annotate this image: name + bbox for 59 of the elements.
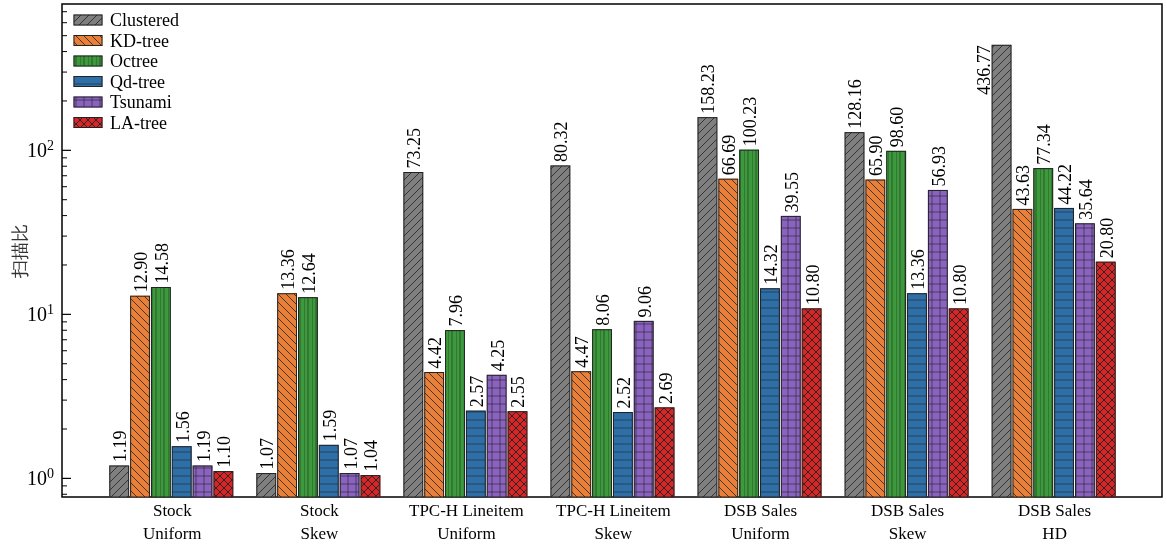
data-label: 20.80 <box>1096 217 1117 259</box>
data-label: 2.57 <box>466 375 487 408</box>
x-tick-label: DSB Sales Skew <box>870 501 945 543</box>
data-label: 158.23 <box>698 64 719 114</box>
data-label: 56.93 <box>928 145 949 187</box>
data-label: 13.36 <box>908 249 928 290</box>
data-label: 1.56 <box>172 411 193 443</box>
data-label: 1.07 <box>340 438 361 470</box>
data-label: 2.69 <box>655 372 676 404</box>
data-label: 10.80 <box>802 264 823 305</box>
data-label: 73.25 <box>404 128 425 169</box>
data-label: 1.19 <box>110 430 131 462</box>
y-axis-title: 扫描比 <box>10 223 30 279</box>
data-label: 13.36 <box>278 249 299 290</box>
data-label: 65.90 <box>866 135 887 177</box>
data-label: 12.90 <box>131 251 152 293</box>
data-label: 35.64 <box>1075 179 1096 220</box>
x-tick-label: DSB Sales HD <box>1018 501 1092 543</box>
y-tick-label: 10$^{2}$ <box>27 137 54 162</box>
legend-label: Clustered <box>110 10 179 30</box>
legend-label: Qd-tree <box>110 71 165 92</box>
data-label: 44.22 <box>1055 163 1076 205</box>
data-label: 1.04 <box>361 440 382 472</box>
legend-label: Tsunami <box>110 92 172 112</box>
data-label: 43.63 <box>1013 164 1034 206</box>
y-tick-label: 10$^{0}$ <box>27 465 54 490</box>
x-tick-label: TPC-H Lineitem Skew <box>556 501 671 543</box>
x-tick-label: TPC-H Lineitem Uniform <box>409 501 524 543</box>
data-label: 39.55 <box>781 171 802 213</box>
data-label: 1.59 <box>319 409 340 442</box>
legend-label: KD-tree <box>110 30 169 51</box>
data-label: 1.07 <box>257 438 278 470</box>
x-tick-label: DSB Sales Uniform <box>723 501 798 543</box>
data-label: 98.60 <box>887 106 908 148</box>
data-label: 10.80 <box>949 264 970 305</box>
y-tick-label: 10$^{1}$ <box>27 301 54 326</box>
data-label: 1.19 <box>193 430 214 462</box>
legend-label: LA-tree <box>110 112 167 133</box>
data-label: 14.58 <box>151 242 172 284</box>
data-label: 66.69 <box>719 134 740 176</box>
data-label: 14.32 <box>760 244 781 285</box>
data-label: 4.25 <box>487 339 508 372</box>
data-label: 2.55 <box>508 376 529 408</box>
data-label: 436.77 <box>974 45 995 95</box>
data-label: 100.23 <box>740 96 761 147</box>
data-label: 9.06 <box>634 285 655 318</box>
data-label: 12.64 <box>298 253 319 294</box>
data-label: 2.52 <box>613 377 634 409</box>
data-label: 128.16 <box>845 79 866 129</box>
x-tick-label: Stock Uniform <box>143 501 202 543</box>
data-label: 77.34 <box>1034 124 1055 165</box>
data-label: 80.32 <box>551 121 572 162</box>
data-label: 1.10 <box>214 436 235 468</box>
data-label: 8.06 <box>593 294 614 326</box>
legend-label: Octree <box>110 51 158 71</box>
x-tick-label: Stock Skew <box>299 501 340 543</box>
data-label: 4.42 <box>425 337 446 369</box>
data-label: 4.47 <box>572 336 593 368</box>
data-label: 7.96 <box>446 295 466 327</box>
